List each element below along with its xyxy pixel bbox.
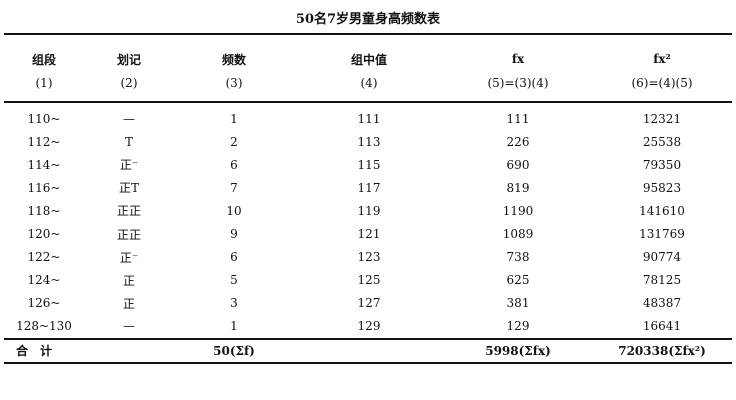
- table-cell: 10: [226, 203, 242, 218]
- table-cell: 79350: [642, 157, 682, 172]
- col-header: 频数: [221, 52, 246, 67]
- table-row: 114~ 正⁻ 6 115 690 79350: [4, 153, 732, 176]
- table-cell: 正⁻: [119, 158, 139, 173]
- table-cell: 48387: [642, 296, 682, 311]
- table-cell: 116~: [27, 180, 61, 195]
- table-cell: 128~130: [16, 319, 72, 334]
- table-cell: 738: [506, 250, 530, 265]
- col-number: (5)=(3)(4): [487, 76, 549, 90]
- table-cell: 1: [230, 319, 238, 334]
- table-cell: 正: [122, 296, 135, 311]
- table-cell: 124~: [27, 273, 61, 288]
- table-cell: 25538: [642, 134, 682, 149]
- table-cell: 129: [506, 319, 530, 334]
- table-cell: 111: [357, 111, 381, 126]
- total-label: 合 计: [16, 344, 53, 359]
- table-cell: 117: [357, 180, 381, 195]
- table-row: 112~ T 2 113 226 25538: [4, 130, 732, 153]
- col-number: (3): [225, 76, 243, 90]
- table-cell: 120~: [27, 227, 61, 242]
- table-cell: 1089: [502, 227, 534, 242]
- table-cell: 141610: [639, 203, 685, 218]
- table-cell: 123: [357, 250, 381, 265]
- table-cell: 690: [506, 157, 530, 172]
- table-row: 110~ —1 111 111 12321: [4, 102, 732, 130]
- total-fx: 5998(Σfx): [485, 343, 551, 358]
- col-number: (4): [360, 76, 378, 90]
- table-cell: 381: [506, 296, 530, 311]
- table-row: 116~ 正T 7 117 819 95823: [4, 176, 732, 199]
- table-cell: 113: [357, 134, 381, 149]
- total-freq: 50(Σf): [213, 343, 255, 358]
- table-cell: 90774: [642, 250, 682, 265]
- col-header: 组中值: [350, 52, 387, 67]
- table-cell: 3: [230, 296, 238, 311]
- header-row: 组段 划记 频数 组中值 fx fx²: [4, 34, 732, 69]
- table-row: 126~ 正 3 127 381 48387: [4, 292, 732, 315]
- table-cell: 129: [357, 319, 381, 334]
- table-cell: 6: [230, 157, 238, 172]
- table-cell: 正⁻: [119, 250, 139, 265]
- table-cell: 119: [357, 203, 381, 218]
- header-number-row: (1) (2) (3) (4) (5)=(3)(4) (6)=(4)(5): [4, 69, 732, 102]
- table-cell: 5: [230, 273, 238, 288]
- table-cell: 16641: [642, 319, 682, 334]
- table-cell: 78125: [642, 273, 682, 288]
- table-cell: 226: [506, 134, 530, 149]
- table-cell: 1: [230, 111, 238, 126]
- table-cell: 115: [357, 157, 381, 172]
- frequency-table: 组段 划记 频数 组中值 fx fx² (1) (2) (3) (4) (5)=…: [4, 33, 732, 364]
- table-row: 128~130 — 1 129 129 16641: [4, 315, 732, 339]
- table-cell: 625: [506, 273, 530, 288]
- table-row: 124~ 正 5 125 625 78125: [4, 269, 732, 292]
- col-number: (6)=(4)(5): [631, 76, 693, 90]
- table-cell: 111: [506, 111, 530, 126]
- table-cell: 95823: [642, 180, 682, 195]
- table-cell: —: [123, 319, 135, 334]
- table-cell: 正: [122, 273, 135, 288]
- table-row: 122~ 正⁻ 6 123 738 90774: [4, 246, 732, 269]
- table-cell: 9: [230, 227, 238, 242]
- table-cell: 6: [230, 250, 238, 265]
- col-header: fx²: [653, 52, 671, 66]
- table-cell: 118~: [27, 203, 61, 218]
- table-row: 120~ 正正 9 121 1089 131769: [4, 222, 732, 245]
- empty-cell: [294, 339, 444, 363]
- table-cell: 127: [357, 296, 381, 311]
- table-cell: 121: [357, 227, 381, 242]
- table-cell: 819: [506, 180, 530, 195]
- table-cell: 110~: [27, 111, 61, 126]
- table-row: 118~ 正正 10 119 1190 141610: [4, 199, 732, 222]
- col-header: fx: [511, 52, 525, 66]
- table-cell: 114~: [27, 157, 61, 172]
- table-cell: 12321: [642, 111, 682, 126]
- col-number: (1): [35, 76, 53, 90]
- table-title: 50名7岁男童身高频数表: [295, 12, 441, 27]
- table-cell: 131769: [639, 227, 685, 242]
- table-cell: 122~: [27, 250, 61, 265]
- table-cell: 正正: [116, 227, 141, 242]
- table-cell: 2: [230, 134, 238, 149]
- total-row: 合 计 50(Σf) 5998(Σfx) 720338(Σfx²): [4, 339, 732, 363]
- table-cell: 1190: [502, 203, 534, 218]
- total-fx2: 720338(Σfx²): [618, 343, 706, 358]
- table-cell: 112~: [27, 134, 61, 149]
- table-cell: —: [123, 111, 135, 126]
- table-cell: 126~: [27, 296, 61, 311]
- table-cell: 正T: [118, 181, 139, 196]
- col-number: (2): [120, 76, 138, 90]
- col-header: 组段: [31, 52, 56, 67]
- table-cell: 7: [230, 180, 238, 195]
- table-cell: T: [124, 134, 133, 149]
- table-cell: 正正: [116, 204, 141, 219]
- col-header: 划记: [116, 52, 141, 67]
- table-cell: 125: [357, 273, 381, 288]
